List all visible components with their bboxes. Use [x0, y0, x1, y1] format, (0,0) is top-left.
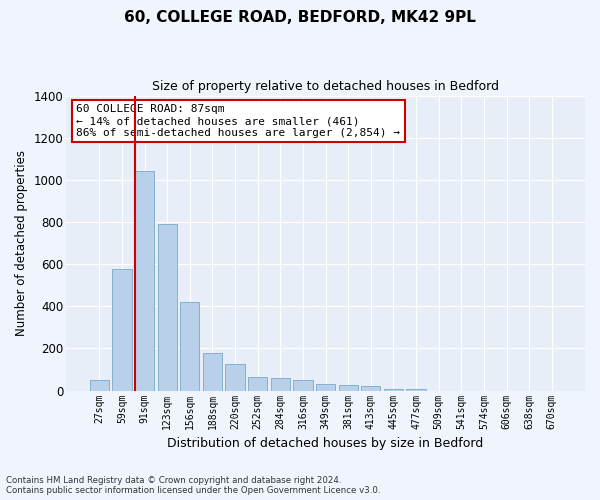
- Bar: [293, 380, 313, 390]
- X-axis label: Distribution of detached houses by size in Bedford: Distribution of detached houses by size …: [167, 437, 484, 450]
- Bar: [406, 389, 425, 390]
- Bar: [361, 386, 380, 390]
- Bar: [112, 270, 131, 390]
- Text: 60, COLLEGE ROAD, BEDFORD, MK42 9PL: 60, COLLEGE ROAD, BEDFORD, MK42 9PL: [124, 10, 476, 25]
- Bar: [384, 388, 403, 390]
- Bar: [248, 377, 267, 390]
- Title: Size of property relative to detached houses in Bedford: Size of property relative to detached ho…: [152, 80, 499, 93]
- Bar: [89, 380, 109, 390]
- Bar: [271, 378, 290, 390]
- Bar: [316, 384, 335, 390]
- Bar: [226, 364, 245, 390]
- Bar: [180, 302, 199, 390]
- Bar: [158, 224, 177, 390]
- Bar: [203, 352, 222, 391]
- Y-axis label: Number of detached properties: Number of detached properties: [15, 150, 28, 336]
- Text: Contains HM Land Registry data © Crown copyright and database right 2024.
Contai: Contains HM Land Registry data © Crown c…: [6, 476, 380, 495]
- Bar: [338, 386, 358, 390]
- Text: 60 COLLEGE ROAD: 87sqm
← 14% of detached houses are smaller (461)
86% of semi-de: 60 COLLEGE ROAD: 87sqm ← 14% of detached…: [76, 104, 400, 138]
- Bar: [135, 172, 154, 390]
